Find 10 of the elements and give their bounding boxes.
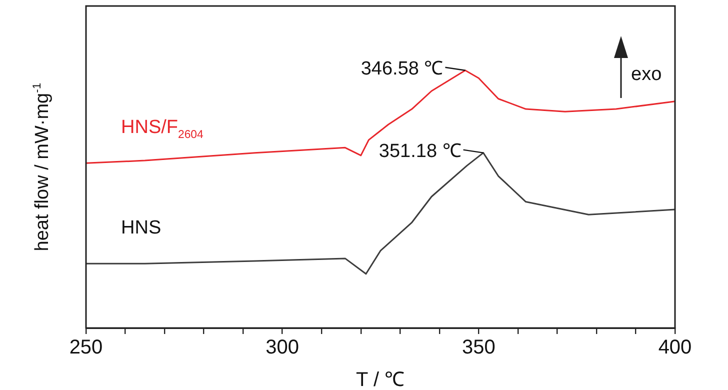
x-tick-label: 300 bbox=[266, 336, 300, 359]
x-axis-title: T / ℃ bbox=[356, 369, 405, 390]
annotation: exo bbox=[631, 64, 662, 85]
annotation: 346.58 ℃ bbox=[360, 58, 444, 80]
x-tick-label: 250 bbox=[69, 336, 103, 359]
y-axis-title: heat flow / mW·mg-1 bbox=[31, 82, 53, 252]
x-tick-label: 350 bbox=[462, 336, 496, 359]
x-tick-label: 400 bbox=[658, 336, 692, 359]
annotation: 351.18 ℃ bbox=[378, 140, 462, 162]
series-label: HNS bbox=[121, 218, 162, 239]
